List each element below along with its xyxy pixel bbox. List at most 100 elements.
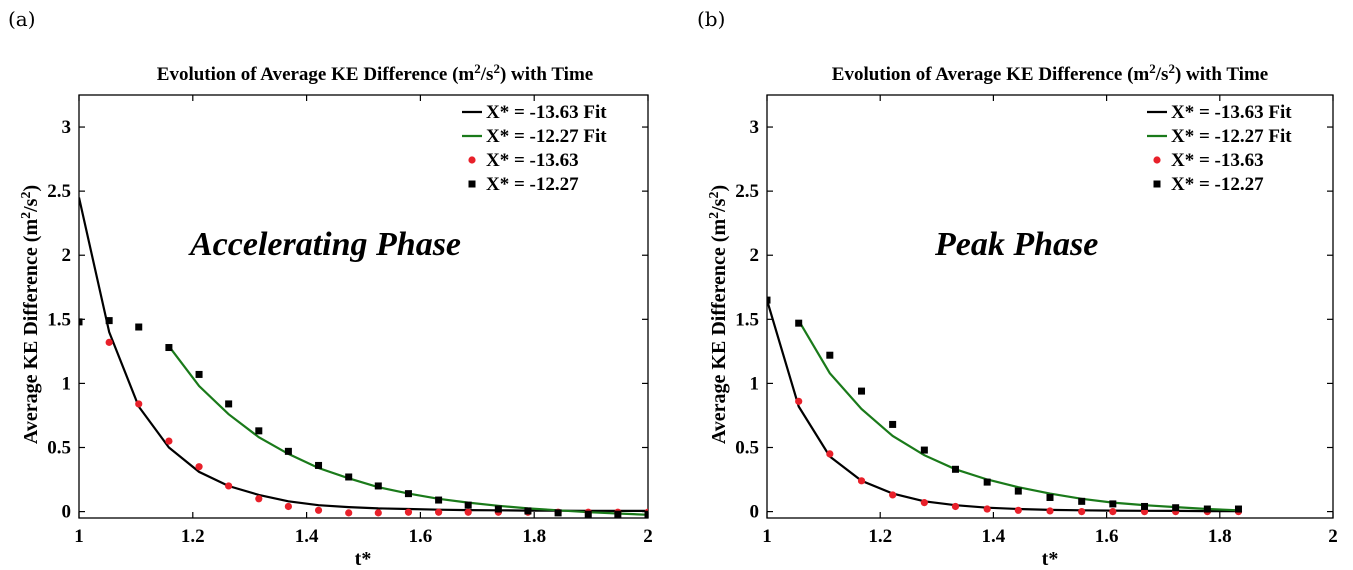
y-tick-label: 0.5	[735, 438, 759, 459]
data-point-circle	[826, 450, 834, 458]
data-point-square	[1203, 505, 1211, 513]
data-point-square	[464, 501, 472, 509]
y-tick-label: 0	[750, 502, 760, 523]
y-tick-label: 2	[62, 245, 72, 266]
data-point-square	[404, 490, 412, 498]
data-point-square	[165, 344, 173, 352]
data-point-square	[584, 510, 592, 518]
data-point-square	[858, 387, 866, 395]
data-point-square	[1234, 505, 1242, 513]
data-point-circle	[435, 508, 443, 516]
y-tick-label: 1	[750, 373, 760, 394]
legend-entry: X* = -13.63 Fit	[486, 102, 607, 123]
phase-annotation: Peak Phase	[934, 226, 1098, 263]
x-tick-label: 1.6	[409, 526, 433, 547]
data-point-square	[524, 507, 532, 515]
y-tick-label: 1	[62, 373, 72, 394]
legend-entry: X* = -12.27 Fit	[486, 126, 607, 147]
legend-square-swatch	[1153, 180, 1161, 188]
data-point-square	[1172, 504, 1180, 512]
legend-entry: X* = -13.63	[1171, 150, 1264, 171]
legend-circle-swatch	[1153, 156, 1161, 164]
plot-frame	[766, 94, 1334, 519]
data-point-square	[1014, 487, 1022, 495]
chart-panel-a: (a) Evolution of Average KE Difference (m…	[8, 7, 653, 570]
data-point-square	[225, 400, 233, 408]
x-tick-label: 1	[74, 526, 84, 547]
data-point-square	[644, 510, 648, 518]
data-point-square	[135, 323, 143, 331]
chart-title: Evolution of Average KE Difference (m2/s…	[832, 61, 1268, 85]
data-point-square	[1078, 497, 1086, 505]
data-point-circle	[374, 509, 382, 517]
legend-circle-swatch	[468, 156, 476, 164]
x-axis-label: t*	[355, 548, 372, 570]
data-point-square	[105, 317, 113, 325]
data-point-circle	[284, 502, 292, 511]
data-point-square	[1141, 502, 1149, 510]
data-point-square	[554, 509, 562, 517]
data-point-circle	[1014, 506, 1022, 514]
chart-title: Evolution of Average KE Difference (m2/s…	[157, 61, 593, 85]
series-line-0	[767, 299, 1239, 513]
data-point-circle	[195, 463, 203, 471]
data-point-circle	[165, 437, 173, 445]
panel-label: (b)	[697, 7, 725, 31]
x-tick-label: 1.8	[1208, 526, 1232, 547]
data-point-circle	[464, 508, 472, 516]
series-line-1	[797, 320, 1239, 512]
data-point-circle	[889, 491, 897, 499]
data-point-circle	[135, 400, 143, 408]
y-tick-label: 2.5	[735, 181, 759, 202]
data-point-square	[345, 473, 353, 481]
data-point-circle	[1078, 507, 1086, 516]
data-point-square	[1046, 493, 1054, 501]
data-point-circle	[1046, 507, 1054, 515]
data-point-circle	[951, 502, 960, 511]
y-tick-label: 0.5	[47, 438, 71, 459]
y-tick-label: 1.5	[735, 309, 759, 330]
legend: X* = -13.63 Fit X* = -12.27 Fit X* = -13.6…	[462, 102, 607, 195]
y-tick-label: 2	[750, 245, 760, 266]
data-point-square	[284, 447, 292, 455]
legend: X* = -13.63 Fit X* = -12.27 Fit X* = -13.6…	[1147, 102, 1292, 195]
y-tick-label: 0	[62, 502, 72, 523]
data-point-square	[255, 427, 263, 435]
legend-entry: X* = -12.27 Fit	[1171, 126, 1292, 147]
data-point-circle	[314, 506, 323, 514]
data-point-square	[951, 465, 959, 473]
phase-annotation: Accelerating Phase	[188, 226, 461, 263]
data-point-circle	[255, 495, 263, 503]
x-tick-label: 1.4	[295, 526, 319, 547]
data-point-square	[435, 496, 443, 504]
x-tick-label: 2	[643, 526, 653, 547]
y-tick-label: 3	[62, 117, 72, 138]
legend-entry: X* = -13.63 Fit	[1171, 102, 1292, 123]
data-point-square	[795, 319, 803, 327]
x-tick-label: 1.4	[982, 526, 1006, 547]
data-point-circle	[225, 482, 233, 490]
data-point-square	[983, 478, 991, 486]
panel-label: (a)	[8, 7, 36, 31]
data-point-circle	[345, 509, 353, 517]
legend-entry: X* = -13.63	[486, 150, 579, 171]
data-point-circle	[1109, 507, 1117, 516]
data-point-circle	[857, 477, 866, 485]
data-point-circle	[983, 505, 991, 513]
y-tick-label: 1.5	[47, 309, 71, 330]
data-point-circle	[795, 397, 803, 405]
x-tick-label: 2	[1328, 526, 1338, 547]
plot-frame	[78, 94, 649, 519]
data-point-square	[79, 318, 83, 326]
data-point-square	[195, 370, 203, 378]
data-point-square	[494, 505, 502, 513]
x-axis-label: t*	[1042, 548, 1059, 570]
chart-panel-b: (b) Evolution of Average KE Difference (m…	[697, 7, 1338, 570]
plot-area	[767, 296, 1243, 516]
x-tick-label: 1	[762, 526, 772, 547]
data-point-square	[614, 510, 622, 518]
x-tick-label: 1.8	[522, 526, 546, 547]
x-tick-label: 1.6	[1095, 526, 1119, 547]
legend-entry: X* = -12.27	[486, 174, 579, 195]
